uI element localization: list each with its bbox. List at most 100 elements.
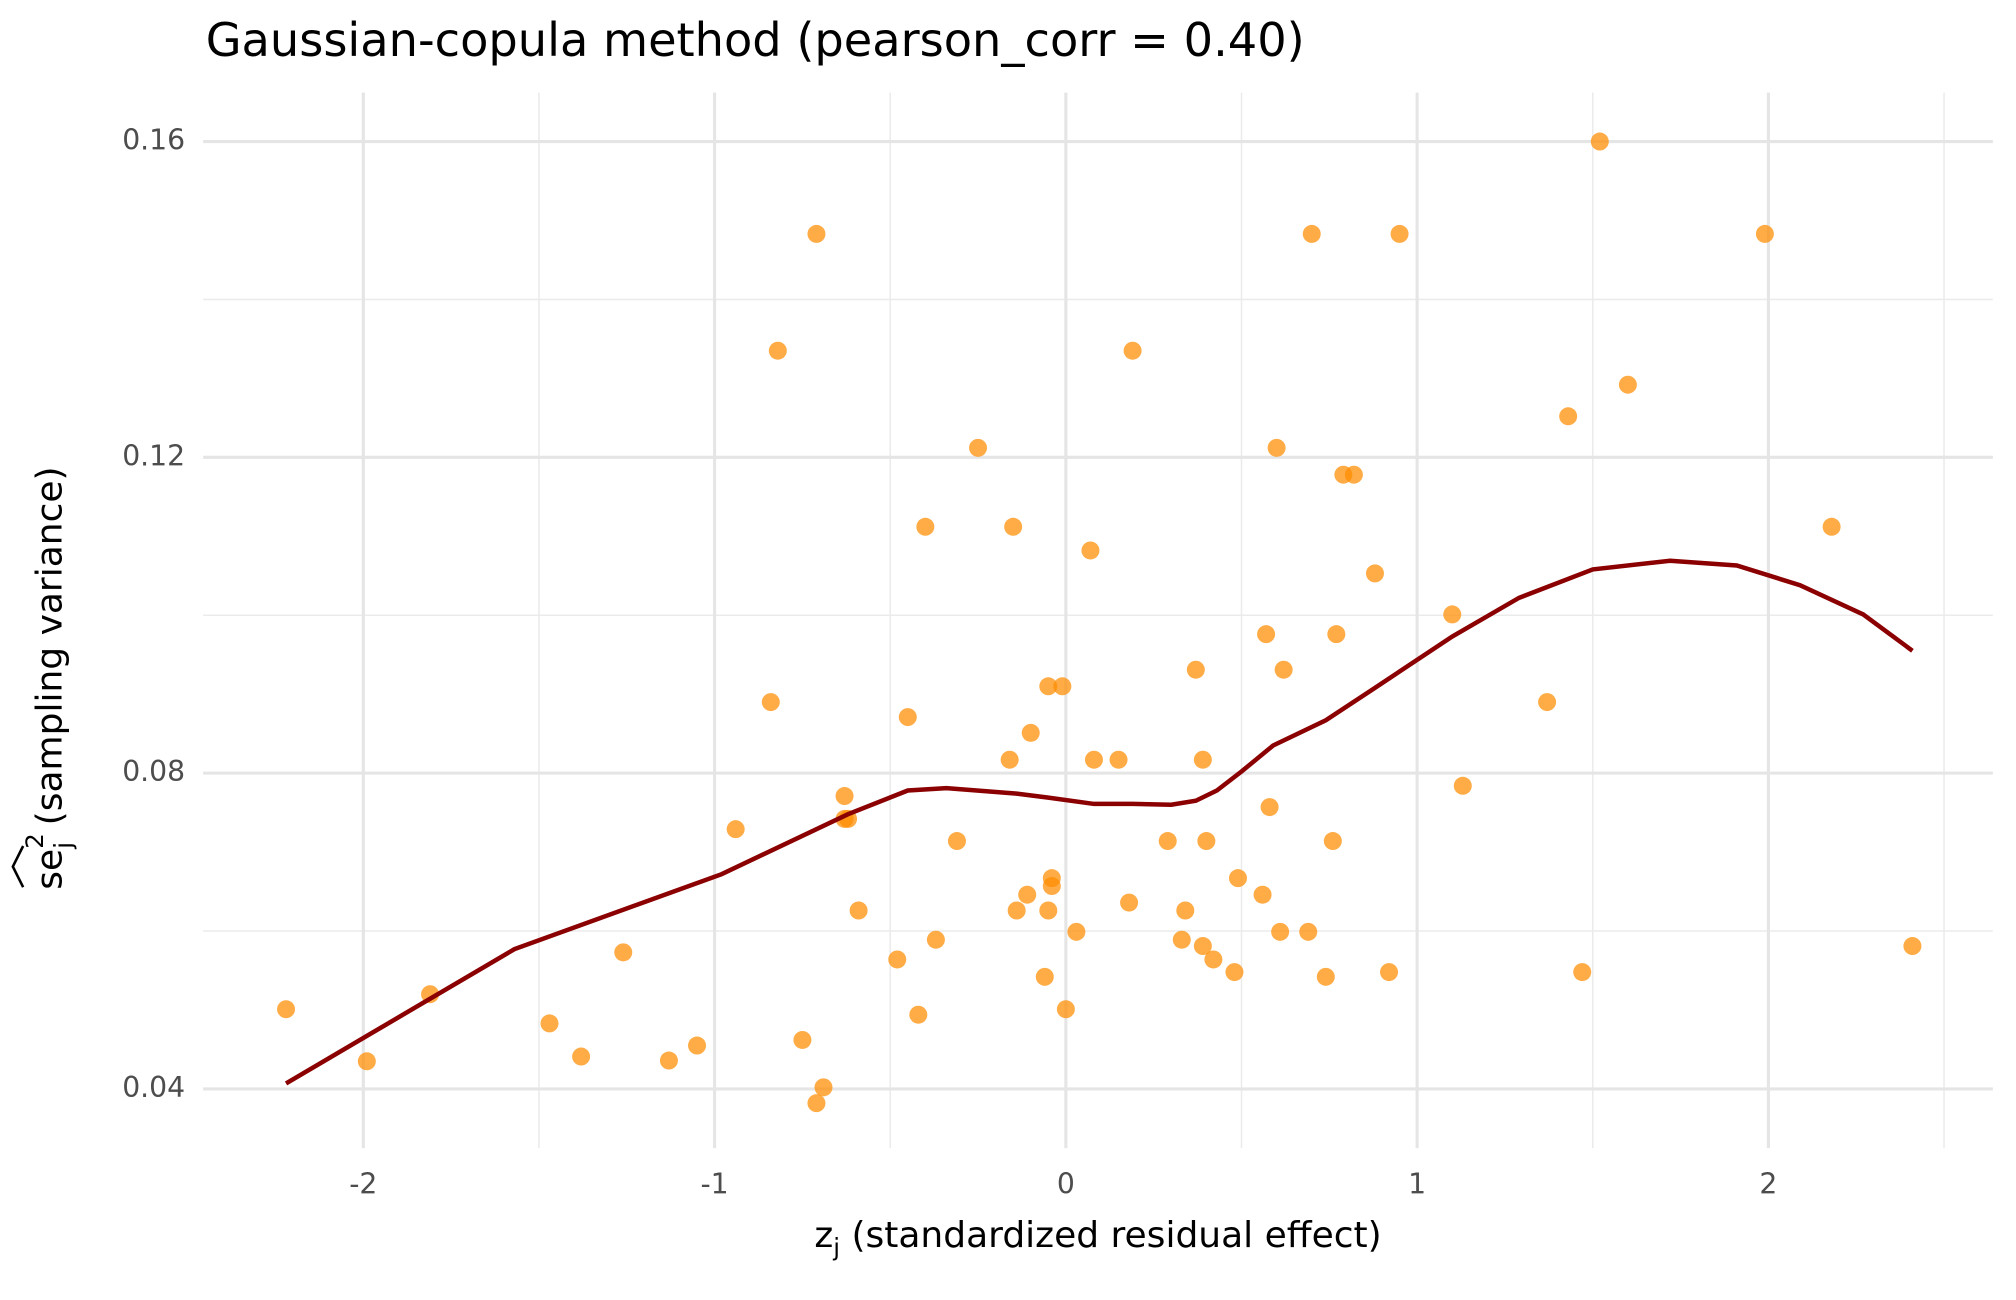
point: [1225, 963, 1244, 982]
point: [1053, 677, 1072, 696]
point: [1267, 438, 1286, 457]
point: [1035, 967, 1054, 986]
point: [1007, 901, 1026, 920]
point: [1018, 885, 1037, 904]
point: [1123, 341, 1142, 360]
point: [807, 1094, 826, 1113]
point: [1000, 750, 1019, 769]
point: [1039, 901, 1058, 920]
point: [1344, 465, 1363, 484]
point: [916, 517, 935, 536]
point: [1193, 750, 1212, 769]
point: [1365, 564, 1384, 583]
point: [1039, 677, 1058, 696]
y-axis-title-group: se2j (sampling variance): [11, 466, 77, 890]
point: [1316, 967, 1335, 986]
x-tick-label: -1: [700, 1167, 728, 1200]
point: [1120, 893, 1139, 912]
point: [807, 224, 826, 243]
point: [1193, 937, 1212, 956]
x-label-main: z: [814, 1215, 833, 1256]
point: [947, 832, 966, 851]
point: [1067, 922, 1086, 941]
x-tick-label: 2: [1759, 1167, 1777, 1200]
point: [1197, 832, 1216, 851]
point: [1271, 922, 1290, 941]
point: [1443, 605, 1462, 624]
y-label-sub: j: [48, 842, 77, 850]
y-tick-label: 0.12: [122, 439, 185, 472]
point: [1056, 1000, 1075, 1019]
point: [1390, 224, 1409, 243]
point: [793, 1030, 812, 1049]
point: [659, 1051, 678, 1070]
point: [277, 1000, 296, 1019]
point: [761, 693, 780, 712]
point: [926, 930, 945, 949]
point: [1822, 517, 1841, 536]
point: [1618, 375, 1637, 394]
marks: [277, 132, 1922, 1113]
x-tick-label: 1: [1408, 1167, 1426, 1200]
point: [1158, 832, 1177, 851]
y-label-main: se: [29, 849, 70, 890]
point: [540, 1014, 559, 1033]
y-label-rest: (sampling variance): [29, 466, 70, 836]
point: [726, 820, 745, 839]
point: [1453, 776, 1472, 795]
point: [898, 708, 917, 727]
point: [1323, 832, 1342, 851]
point: [1081, 541, 1100, 560]
point: [357, 1052, 376, 1071]
point: [768, 341, 787, 360]
y-label-sup: 2: [20, 833, 49, 849]
point: [1172, 930, 1191, 949]
hat: [11, 845, 25, 888]
point: [1590, 132, 1609, 151]
point: [1274, 660, 1293, 679]
x-label-sub: j: [832, 1232, 840, 1261]
point: [1042, 869, 1061, 888]
point: [1204, 950, 1223, 969]
y-tick-label: 0.16: [122, 124, 185, 157]
point: [1253, 885, 1272, 904]
trend-line: [284, 558, 1914, 1086]
point: [849, 901, 868, 920]
x-tick-label: 0: [1057, 1167, 1075, 1200]
point: [814, 1078, 833, 1097]
point: [1755, 224, 1774, 243]
x-axis-title: zj (standardized residual effect): [814, 1215, 1381, 1262]
point: [1903, 937, 1922, 956]
point: [969, 438, 988, 457]
y-axis-title: se2j (sampling variance): [20, 466, 77, 889]
point: [1380, 963, 1399, 982]
point: [572, 1047, 591, 1066]
point: [835, 787, 854, 806]
point: [1186, 660, 1205, 679]
grid: [203, 92, 1993, 1149]
x-tick-label: -2: [349, 1167, 377, 1200]
point: [888, 950, 907, 969]
point: [1260, 798, 1279, 817]
point: [1573, 963, 1592, 982]
chart-title: Gaussian-copula method (pearson_corr = 0…: [206, 13, 1305, 67]
point: [1299, 922, 1318, 941]
point: [1004, 517, 1023, 536]
point: [909, 1005, 928, 1024]
point: [1176, 901, 1195, 920]
point: [1538, 693, 1557, 712]
point: [1109, 750, 1128, 769]
point: [1228, 869, 1247, 888]
point: [1021, 723, 1040, 742]
point: [688, 1036, 707, 1055]
point: [1559, 407, 1578, 426]
point: [1084, 750, 1103, 769]
y-tick-label: 0.04: [122, 1071, 185, 1104]
point: [614, 943, 633, 962]
point: [1302, 224, 1321, 243]
x-label-rest: (standardized residual effect): [840, 1215, 1382, 1256]
point: [1257, 625, 1276, 644]
point: [1327, 625, 1346, 644]
